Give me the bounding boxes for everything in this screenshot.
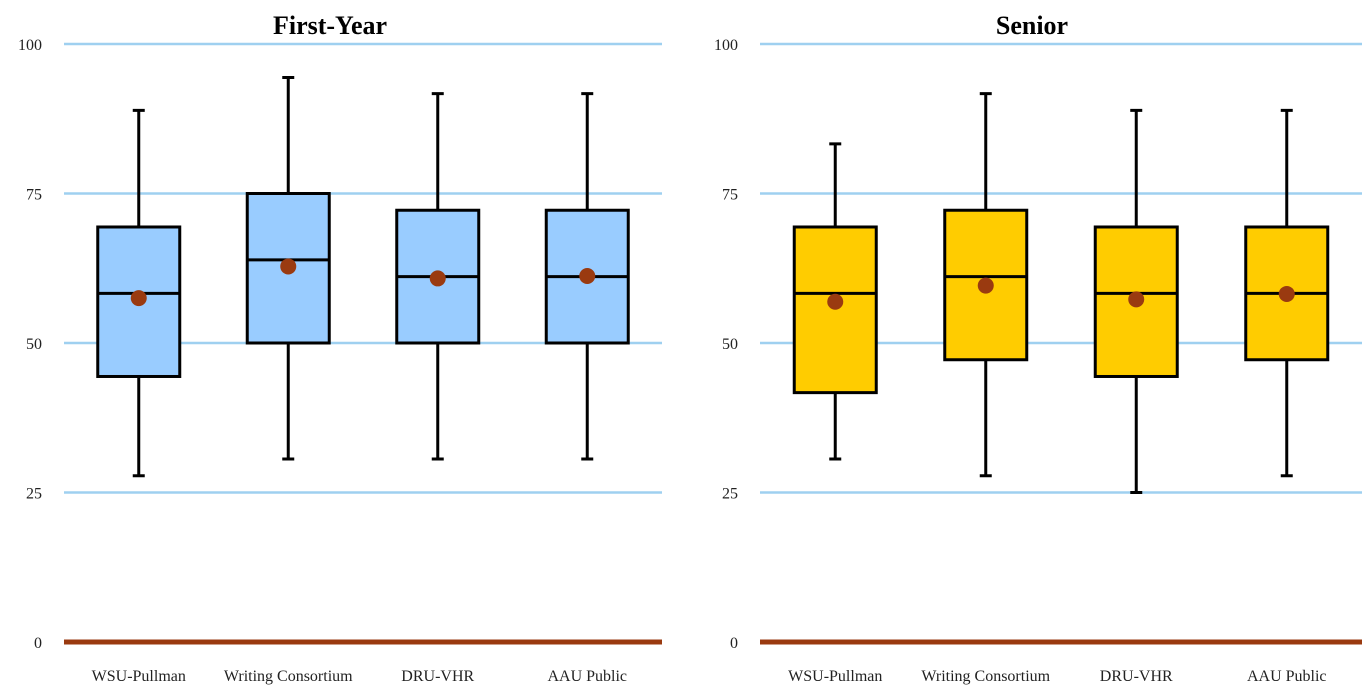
y-tick-label: 75 — [26, 187, 42, 204]
category-label: DRU-VHR — [1100, 668, 1173, 685]
iqr-box — [792, 225, 878, 395]
y-tick-label: 0 — [34, 635, 42, 652]
category-label: WSU-Pullman — [788, 668, 882, 685]
chart-title: First-Year — [273, 11, 387, 40]
y-tick-label: 25 — [26, 486, 42, 503]
category-label: Writing Consortium — [921, 668, 1050, 685]
mean-marker — [1278, 285, 1295, 302]
iqr-box — [96, 225, 182, 378]
mean-marker — [827, 293, 844, 310]
category-label: WSU-Pullman — [92, 668, 186, 685]
y-tick-label: 50 — [722, 336, 738, 353]
category-label: DRU-VHR — [401, 668, 474, 685]
mean-marker — [579, 268, 596, 285]
category-label: Writing Consortium — [224, 668, 353, 685]
y-tick-label: 75 — [722, 187, 738, 204]
y-tick-label: 100 — [18, 37, 42, 54]
y-tick-label: 25 — [722, 486, 738, 503]
y-tick-label: 100 — [714, 37, 738, 54]
category-label: AAU Public — [547, 668, 627, 685]
y-tick-label: 0 — [730, 635, 738, 652]
mean-marker — [1128, 291, 1145, 308]
mean-marker — [130, 290, 147, 307]
mean-marker — [280, 258, 297, 275]
mean-marker — [429, 270, 446, 287]
mean-marker — [977, 277, 994, 294]
chart-title: Senior — [996, 11, 1068, 40]
y-tick-label: 50 — [26, 336, 42, 353]
iqr-box — [943, 208, 1029, 362]
category-label: AAU Public — [1247, 668, 1327, 685]
